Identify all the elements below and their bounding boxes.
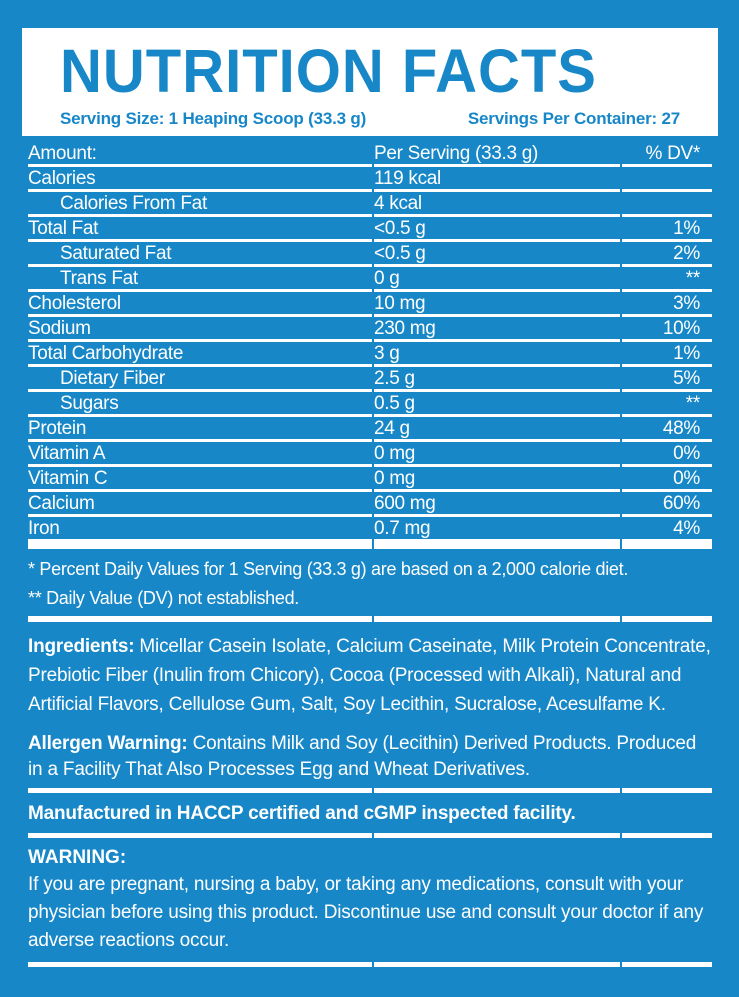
nutrient-dv: 4% <box>622 517 712 542</box>
table-row: Calories From Fat 4 kcal <box>28 192 712 217</box>
table-header-row: Amount: Per Serving (33.3 g) % DV* <box>28 142 712 167</box>
nutrient-amount: 3 g <box>374 342 620 367</box>
nutrition-table: Amount: Per Serving (33.3 g) % DV* Calor… <box>28 142 712 542</box>
page-title: NUTRITION FACTS <box>60 36 597 106</box>
nutrient-amount: 600 mg <box>374 492 620 517</box>
table-bottom-divider <box>28 542 712 549</box>
manufacturing-divider <box>28 833 712 838</box>
nutrient-amount: 0.5 g <box>374 392 620 417</box>
nutrient-amount: 10 mg <box>374 292 620 317</box>
nutrient-name: Saturated Fat <box>28 242 372 267</box>
nutrient-name: Total Fat <box>28 217 372 242</box>
table-body: Calories 119 kcal Calories From Fat 4 kc… <box>28 167 712 542</box>
nutrient-dv: 0% <box>622 467 712 492</box>
nutrient-name: Sugars <box>28 392 372 417</box>
ingredients-text: Ingredients: Micellar Casein Isolate, Ca… <box>28 632 712 719</box>
nutrient-dv: 2% <box>622 242 712 267</box>
warning-heading: WARNING: <box>28 847 127 868</box>
table-row: Vitamin C 0 mg 0% <box>28 467 712 492</box>
nutrient-amount: <0.5 g <box>374 217 620 242</box>
footnotes: * Percent Daily Values for 1 Serving (33… <box>28 557 712 610</box>
table-row: Saturated Fat <0.5 g 2% <box>28 242 712 267</box>
allergen-divider <box>28 788 712 793</box>
table-row: Dietary Fiber 2.5 g 5% <box>28 367 712 392</box>
manufacturing-note: Manufactured in HACCP certified and cGMP… <box>28 803 576 824</box>
nutrient-amount: 230 mg <box>374 317 620 342</box>
nutrient-dv: ** <box>622 267 712 292</box>
nutrient-dv: 10% <box>622 317 712 342</box>
nutrient-dv: 0% <box>622 442 712 467</box>
table-row: Trans Fat 0 g ** <box>28 267 712 292</box>
nutrient-name: Vitamin C <box>28 467 372 492</box>
column-header-amount: Amount: <box>28 142 372 167</box>
warning-text: If you are pregnant, nursing a baby, or … <box>28 874 704 951</box>
table-row: Calories 119 kcal <box>28 167 712 192</box>
nutrient-name: Sodium <box>28 317 372 342</box>
table-row: Sodium 230 mg 10% <box>28 317 712 342</box>
column-header-dv: % DV* <box>622 142 712 167</box>
nutrient-name: Cholesterol <box>28 292 372 317</box>
nutrient-name: Trans Fat <box>28 267 372 292</box>
footnote-dv-not-established: ** Daily Value (DV) not established. <box>28 588 300 608</box>
nutrient-name: Calories <box>28 167 372 192</box>
ingredients-section: Ingredients: Micellar Casein Isolate, Ca… <box>28 632 712 719</box>
table-row: Vitamin A 0 mg 0% <box>28 442 712 467</box>
table-row: Cholesterol 10 mg 3% <box>28 292 712 317</box>
nutrient-name: Dietary Fiber <box>28 367 372 392</box>
nutrient-dv: 1% <box>622 342 712 367</box>
table-row: Protein 24 g 48% <box>28 417 712 442</box>
table-row: Iron 0.7 mg 4% <box>28 517 712 542</box>
header-card: NUTRITION FACTS Serving Size: 1 Heaping … <box>22 28 718 136</box>
nutrient-amount: 0 g <box>374 267 620 292</box>
table-row: Total Carbohydrate 3 g 1% <box>28 342 712 367</box>
nutrient-amount: 24 g <box>374 417 620 442</box>
nutrient-amount: 4 kcal <box>374 192 620 217</box>
nutrient-name: Iron <box>28 517 372 542</box>
allergen-text: Allergen Warning: Contains Milk and Soy … <box>28 731 712 783</box>
allergen-details: Contains Milk and Soy (Lecithin) Derived… <box>28 733 697 780</box>
nutrient-dv: 5% <box>622 367 712 392</box>
table-row: Total Fat <0.5 g 1% <box>28 217 712 242</box>
nutrient-dv: 1% <box>622 217 712 242</box>
nutrient-amount: 0 mg <box>374 442 620 467</box>
nutrient-amount: <0.5 g <box>374 242 620 267</box>
nutrient-dv <box>622 167 712 192</box>
nutrient-dv: 48% <box>622 417 712 442</box>
servings-per-container-text: Servings Per Container: 27 <box>467 109 680 128</box>
nutrient-amount: 0 mg <box>374 467 620 492</box>
table-row: Sugars 0.5 g ** <box>28 392 712 417</box>
nutrient-name: Protein <box>28 417 372 442</box>
nutrient-amount: 119 kcal <box>374 167 620 192</box>
nutrient-name: Total Carbohydrate <box>28 342 372 367</box>
nutrient-amount: 2.5 g <box>374 367 620 392</box>
nutrient-name: Calcium <box>28 492 372 517</box>
nutrient-dv: 3% <box>622 292 712 317</box>
nutrient-name: Calories From Fat <box>28 192 372 217</box>
footnotes-divider <box>28 616 712 622</box>
ingredients-label: Ingredients: <box>28 636 135 657</box>
column-header-per-serving: Per Serving (33.3 g) <box>374 142 620 167</box>
nutrient-name: Vitamin A <box>28 442 372 467</box>
nutrient-dv: ** <box>622 392 712 417</box>
table-row: Calcium 600 mg 60% <box>28 492 712 517</box>
nutrient-dv: 60% <box>622 492 712 517</box>
allergen-section: Allergen Warning: Contains Milk and Soy … <box>28 731 712 783</box>
nutrient-dv <box>622 192 712 217</box>
serving-size-text: Serving Size: 1 Heaping Scoop (33.3 g) <box>60 109 367 128</box>
bottom-divider <box>28 962 712 967</box>
footnote-daily-values: * Percent Daily Values for 1 Serving (33… <box>28 559 629 579</box>
ingredients-list: Micellar Casein Isolate, Calcium Caseina… <box>28 636 711 715</box>
nutrient-amount: 0.7 mg <box>374 517 620 542</box>
allergen-label: Allergen Warning: <box>28 733 188 754</box>
serving-info-row: Serving Size: 1 Heaping Scoop (33.3 g) S… <box>60 109 680 129</box>
